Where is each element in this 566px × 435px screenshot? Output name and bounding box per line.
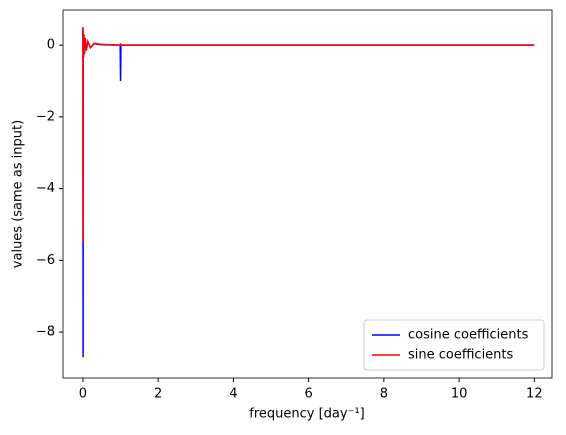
x-tick-label: 0 (79, 387, 87, 402)
x-tick-label: 4 (229, 387, 237, 402)
y-tick-label: −8 (36, 325, 55, 340)
x-tick-label: 8 (380, 387, 388, 402)
legend-label: sine coefficients (408, 348, 514, 363)
x-tick-label: 2 (154, 387, 162, 402)
legend: cosine coefficients sine coefficients (363, 319, 545, 371)
y-tick-label: −2 (36, 109, 55, 124)
data-line (82, 29, 535, 243)
x-axis-label: frequency [day⁻¹] (249, 407, 364, 422)
y-axis-label: values (same as input) (11, 120, 26, 268)
data-line (82, 27, 535, 358)
x-tick-label: 10 (451, 387, 468, 402)
x-tick-label: 6 (304, 387, 312, 402)
legend-label: cosine coefficients (408, 328, 529, 343)
legend-box (363, 319, 545, 371)
y-tick-label: −4 (36, 181, 55, 196)
plot-frame (62, 9, 553, 379)
x-tick-label: 12 (526, 387, 543, 402)
y-tick-label: −6 (36, 253, 55, 268)
y-tick-label: 0 (47, 38, 55, 53)
